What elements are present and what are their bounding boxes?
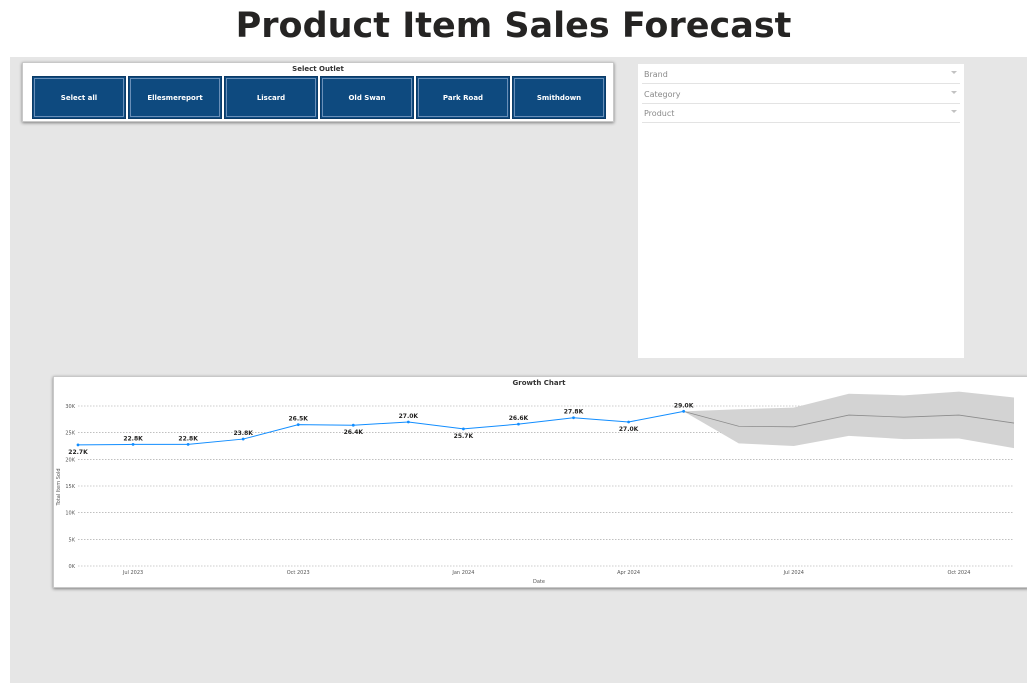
- data-label: 26.4K: [344, 429, 364, 436]
- chevron-down-icon: [951, 71, 957, 74]
- y-tick-label: 30K: [65, 404, 75, 410]
- data-point: [406, 420, 410, 424]
- x-tick-label: Oct 2023: [287, 570, 310, 576]
- category-dropdown-label: Category: [644, 90, 681, 99]
- data-label: 22.8K: [178, 435, 198, 442]
- data-point: [241, 437, 245, 441]
- data-point: [186, 443, 190, 446]
- outlet-slicer: Select Outlet Select all Ellesmereport L…: [22, 62, 614, 122]
- category-dropdown[interactable]: Category: [642, 88, 960, 104]
- outlet-button-liscard[interactable]: Liscard: [224, 76, 318, 119]
- data-label: 29.0K: [674, 402, 694, 409]
- data-label: 22.8K: [123, 435, 143, 442]
- y-tick-label: 15K: [65, 484, 75, 490]
- y-tick-label: 5K: [69, 537, 76, 543]
- data-label: 27.8K: [564, 409, 584, 416]
- x-tick-label: Jul 2024: [783, 570, 804, 576]
- x-tick-label: Jan 2024: [451, 570, 474, 576]
- data-label: 27.0K: [619, 426, 639, 433]
- forecast-confidence-band: [683, 391, 1014, 449]
- product-dropdown[interactable]: Product: [642, 107, 960, 123]
- data-label: 22.7K: [68, 449, 88, 456]
- y-tick-label: 0K: [69, 564, 76, 570]
- y-tick-label: 10K: [65, 511, 75, 517]
- outlet-button-select-all[interactable]: Select all: [32, 76, 126, 119]
- plot-area: 0K 5K 10K 15K 20K 25K 30K Jul 2023 Oct 2023 Jan 2…: [65, 391, 1015, 576]
- data-point: [517, 422, 520, 426]
- data-point: [296, 423, 300, 427]
- outlet-button-old-swan[interactable]: Old Swan: [320, 76, 414, 119]
- outlet-button-row: Select all Ellesmereport Liscard Old Swa…: [32, 76, 606, 119]
- page-title: Product Item Sales Forecast: [235, 6, 792, 46]
- growth-chart-card: Growth Chart Date Total Item Sold 0K 5K 10…: [53, 376, 1027, 588]
- growth-chart: Growth Chart Date Total Item Sold 0K 5K 10…: [56, 379, 1015, 585]
- data-label: 23.8K: [233, 430, 253, 437]
- y-axis-title: Total Item Sold: [56, 468, 62, 506]
- data-label: 27.0K: [399, 413, 419, 420]
- chevron-down-icon: [951, 110, 957, 113]
- y-tick-label: 20K: [65, 457, 75, 463]
- data-point: [351, 423, 355, 427]
- x-tick-label: Oct 2024: [947, 570, 970, 576]
- filter-panel: Brand Category Product: [638, 64, 964, 358]
- brand-dropdown-label: Brand: [644, 70, 668, 79]
- forecast-line: [683, 410, 1015, 428]
- data-point: [572, 416, 575, 420]
- outlet-button-ellesmereport[interactable]: Ellesmereport: [128, 76, 222, 119]
- data-label: 26.5K: [289, 416, 309, 423]
- chevron-down-icon: [951, 91, 957, 94]
- data-label: 25.7K: [454, 433, 474, 440]
- brand-dropdown[interactable]: Brand: [642, 68, 960, 84]
- data-point: [682, 409, 686, 413]
- outlet-button-park-road[interactable]: Park Road: [416, 76, 510, 119]
- actual-sales-line: [77, 410, 684, 446]
- outlet-slicer-title: Select Outlet: [292, 65, 344, 73]
- data-point: [462, 427, 465, 431]
- x-tick-label: Jul 2023: [122, 570, 143, 576]
- data-point: [627, 420, 630, 424]
- outlet-button-smithdown[interactable]: Smithdown: [512, 76, 606, 119]
- product-dropdown-label: Product: [644, 109, 675, 118]
- y-tick-label: 25K: [65, 431, 75, 437]
- data-point: [76, 443, 80, 447]
- chart-title: Growth Chart: [513, 379, 567, 387]
- data-point: [131, 443, 135, 446]
- data-label: 26.6K: [509, 415, 529, 422]
- x-axis-title: Date: [533, 579, 545, 585]
- x-tick-label: Apr 2024: [617, 570, 640, 576]
